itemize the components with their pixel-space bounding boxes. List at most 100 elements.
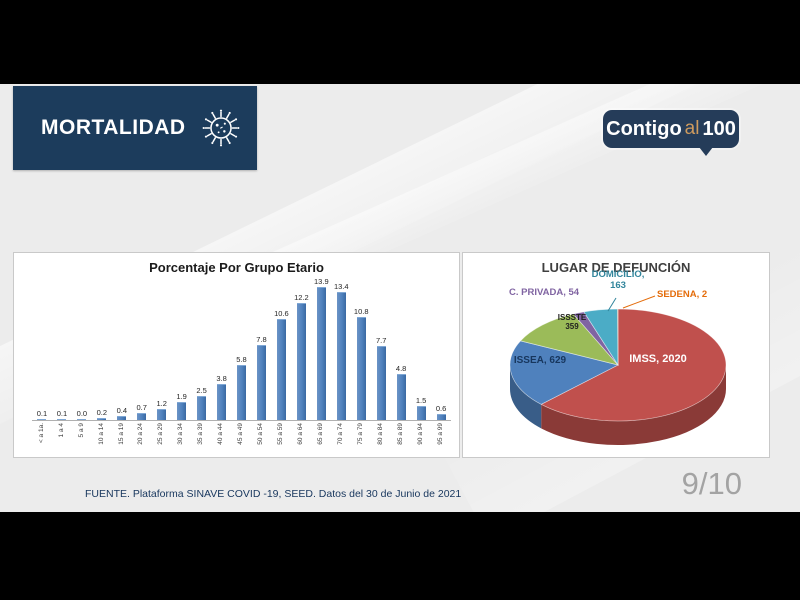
bar-column: 13.4 xyxy=(331,282,351,420)
x-tick: 30 a 34 xyxy=(172,423,192,461)
x-tick-label: 55 a 59 xyxy=(277,423,285,445)
x-tick: 1 a 4 xyxy=(52,423,72,461)
x-tick: 70 a 74 xyxy=(331,423,351,461)
x-tick-label: 80 a 84 xyxy=(376,423,384,445)
bar-column: 7.8 xyxy=(251,335,271,420)
pie-slice xyxy=(510,365,542,429)
bar-column: 0.0 xyxy=(72,409,92,420)
bar-value-label: 0.2 xyxy=(96,408,108,418)
bar-value-label: 1.9 xyxy=(176,391,187,401)
bar xyxy=(256,345,266,420)
pie-slice xyxy=(509,340,619,405)
x-tick: 90 a 94 xyxy=(411,423,431,461)
pie-slice-label: SEDENA, 2 xyxy=(657,289,708,300)
label-leader-line xyxy=(607,297,617,312)
x-tick: 50 a 54 xyxy=(251,423,271,461)
x-tick-label: 50 a 54 xyxy=(257,423,265,445)
bar xyxy=(237,364,246,420)
bar-column: 1.5 xyxy=(411,396,431,420)
x-tick-label: 45 a 49 xyxy=(237,423,245,445)
bar-column: 10.6 xyxy=(271,309,291,420)
x-tick: 95 a 99 xyxy=(431,423,451,461)
bar xyxy=(396,374,406,420)
x-tick-label: 35 a 39 xyxy=(197,423,205,445)
bar-column: 4.8 xyxy=(391,364,411,420)
x-tick: 85 a 89 xyxy=(391,423,411,461)
x-tick-label: 70 a 74 xyxy=(337,423,345,445)
x-tick-label: 90 a 94 xyxy=(416,423,424,445)
bar xyxy=(117,416,127,420)
x-tick: 45 a 49 xyxy=(232,423,252,461)
bar-column: 3.8 xyxy=(212,374,232,420)
bar-column: 0.1 xyxy=(32,409,52,420)
bar xyxy=(57,419,67,420)
pie-chart-card: LUGAR DE DEFUNCIÓN IMSS, 2020 ISSEA, 629 I… xyxy=(462,252,770,458)
bar xyxy=(217,383,227,420)
bar-column: 0.4 xyxy=(112,406,132,420)
bar-column: 10.8 xyxy=(351,307,371,420)
x-tick-label: 20 a 24 xyxy=(137,423,145,445)
bar-value-label: 1.2 xyxy=(156,398,167,408)
bar-column: 1.2 xyxy=(152,399,172,420)
bar-value-label: 0.1 xyxy=(56,409,68,418)
x-tick-label: 40 a 44 xyxy=(217,423,225,445)
bar xyxy=(356,316,366,420)
bar xyxy=(276,318,286,420)
bar-value-label: 2.5 xyxy=(196,386,207,396)
pie-slice xyxy=(541,365,726,445)
bar xyxy=(416,405,426,420)
bar-value-label: 13.4 xyxy=(333,281,349,291)
bar-value-label: 0.7 xyxy=(136,403,147,413)
bar-column: 0.2 xyxy=(92,408,112,420)
bar-column: 5.8 xyxy=(232,354,252,420)
x-tick: 40 a 44 xyxy=(212,423,232,461)
pie-slice-label: C. PRIVADA, 54 xyxy=(509,287,580,298)
source-note: FUENTE. Plataforma SINAVE COVID -19, SEE… xyxy=(85,488,462,500)
bar xyxy=(197,396,207,420)
pie-chart-title: LUGAR DE DEFUNCIÓN xyxy=(541,260,691,275)
bar-column: 0.6 xyxy=(431,404,451,420)
page-title: MORTALIDAD xyxy=(41,116,186,139)
contigo-al-100-logo: Contigo al 100 xyxy=(603,110,739,156)
x-tick-label: 95 a 99 xyxy=(436,423,444,445)
x-tick-label: 15 a 19 xyxy=(117,423,125,445)
x-tick: < a 1a. xyxy=(32,423,52,461)
pie-slice-label: IMSS, 2020 xyxy=(629,353,687,365)
bar xyxy=(436,414,446,420)
bar-value-label: 7.7 xyxy=(375,336,387,346)
x-tick: 80 a 84 xyxy=(371,423,391,461)
bar-value-label: 5.8 xyxy=(236,354,247,364)
bar-value-label: 10.8 xyxy=(353,306,369,316)
bar-chart-card: Porcentaje Por Grupo Etario 0.1 0.1 0.0 0.2… xyxy=(13,252,460,458)
slide: MORTALIDAD Contigo al 100 xyxy=(0,84,800,512)
x-tick-label: 85 a 89 xyxy=(396,423,404,445)
mortalidad-header: MORTALIDAD xyxy=(13,86,257,170)
x-tick-label: 60 a 64 xyxy=(297,423,305,445)
logo-text-contigo: Contigo xyxy=(606,117,682,140)
bar-column: 2.5 xyxy=(192,386,212,420)
bar-column: 7.7 xyxy=(371,336,391,420)
bar xyxy=(316,286,326,420)
x-tick: 60 a 64 xyxy=(291,423,311,461)
x-tick: 25 a 29 xyxy=(152,423,172,461)
bar-value-label: 12.2 xyxy=(294,293,309,303)
label-leader-line xyxy=(622,295,656,309)
bar xyxy=(296,303,306,420)
x-tick: 10 a 14 xyxy=(92,423,112,461)
bar xyxy=(336,291,346,420)
bar-chart-title: Porcentaje Por Grupo Etario xyxy=(149,260,324,275)
bar-column: 1.9 xyxy=(172,392,192,420)
pie-slice-label: ISSEA, 629 xyxy=(513,355,567,366)
bar xyxy=(77,419,87,420)
bar-column: 12.2 xyxy=(291,293,311,420)
bar-value-label: 3.8 xyxy=(216,373,227,383)
x-tick-label: 30 a 34 xyxy=(177,423,185,445)
page-indicator: 9/10 xyxy=(681,466,742,501)
bar xyxy=(37,419,47,420)
x-tick: 55 a 59 xyxy=(271,423,291,461)
bar-value-label: 0.1 xyxy=(36,409,48,418)
bar-value-label: 13.9 xyxy=(314,276,329,286)
virus-icon xyxy=(202,109,240,147)
x-tick-label: 25 a 29 xyxy=(157,423,165,445)
